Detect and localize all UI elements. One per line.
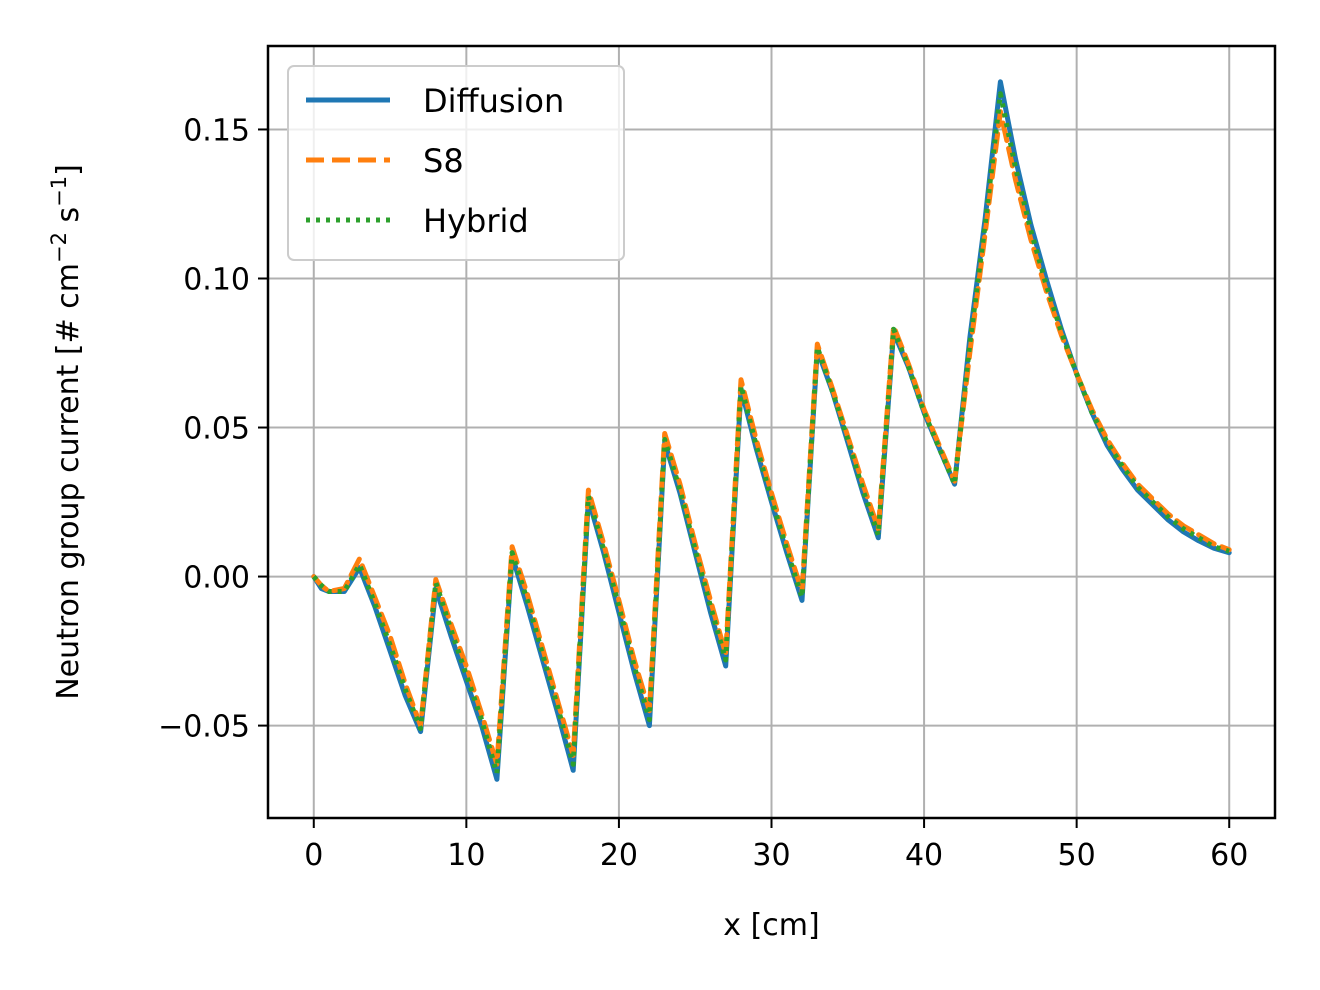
y-tick-label: −0.05 <box>158 710 250 745</box>
x-tick-label: 30 <box>752 838 790 873</box>
x-tick-label: 10 <box>447 838 485 873</box>
y-axis-label-end: ] <box>51 164 86 176</box>
x-tick-label: 40 <box>905 838 943 873</box>
y-axis-label: Neutron group current [# cm−2 s−1] <box>47 164 86 700</box>
series-line-hybrid <box>311 91 1230 776</box>
legend-label-s8: S8 <box>423 142 464 180</box>
legend-box <box>287 65 625 261</box>
y-axis-label-exp2: −1 <box>47 176 71 207</box>
x-tick-label: 60 <box>1210 838 1248 873</box>
x-tick-label: 0 <box>304 838 323 873</box>
x-tick-label: 50 <box>1058 838 1096 873</box>
y-tick-label: 0.15 <box>183 113 250 148</box>
y-tick-label: 0.00 <box>183 561 250 596</box>
x-tick-label: 20 <box>600 838 638 873</box>
legend-label-hybrid: Hybrid <box>423 202 529 240</box>
legend: Diffusion S8 Hybrid <box>287 65 625 261</box>
x-axis-label: x [cm] <box>723 908 819 943</box>
y-axis-label-main: Neutron group current [# cm <box>51 263 86 700</box>
ticks: 0 10 20 30 40 50 60 −0.05 0.00 0.05 0.10 0.15 <box>158 113 1248 873</box>
y-tick-label: 0.05 <box>183 412 250 447</box>
y-axis-label-exp1: −2 <box>47 232 71 263</box>
series-group <box>311 79 1232 782</box>
y-axis-label-mid: s <box>51 207 86 232</box>
y-tick-label: 0.10 <box>183 262 250 297</box>
legend-label-diffusion: Diffusion <box>423 82 564 120</box>
